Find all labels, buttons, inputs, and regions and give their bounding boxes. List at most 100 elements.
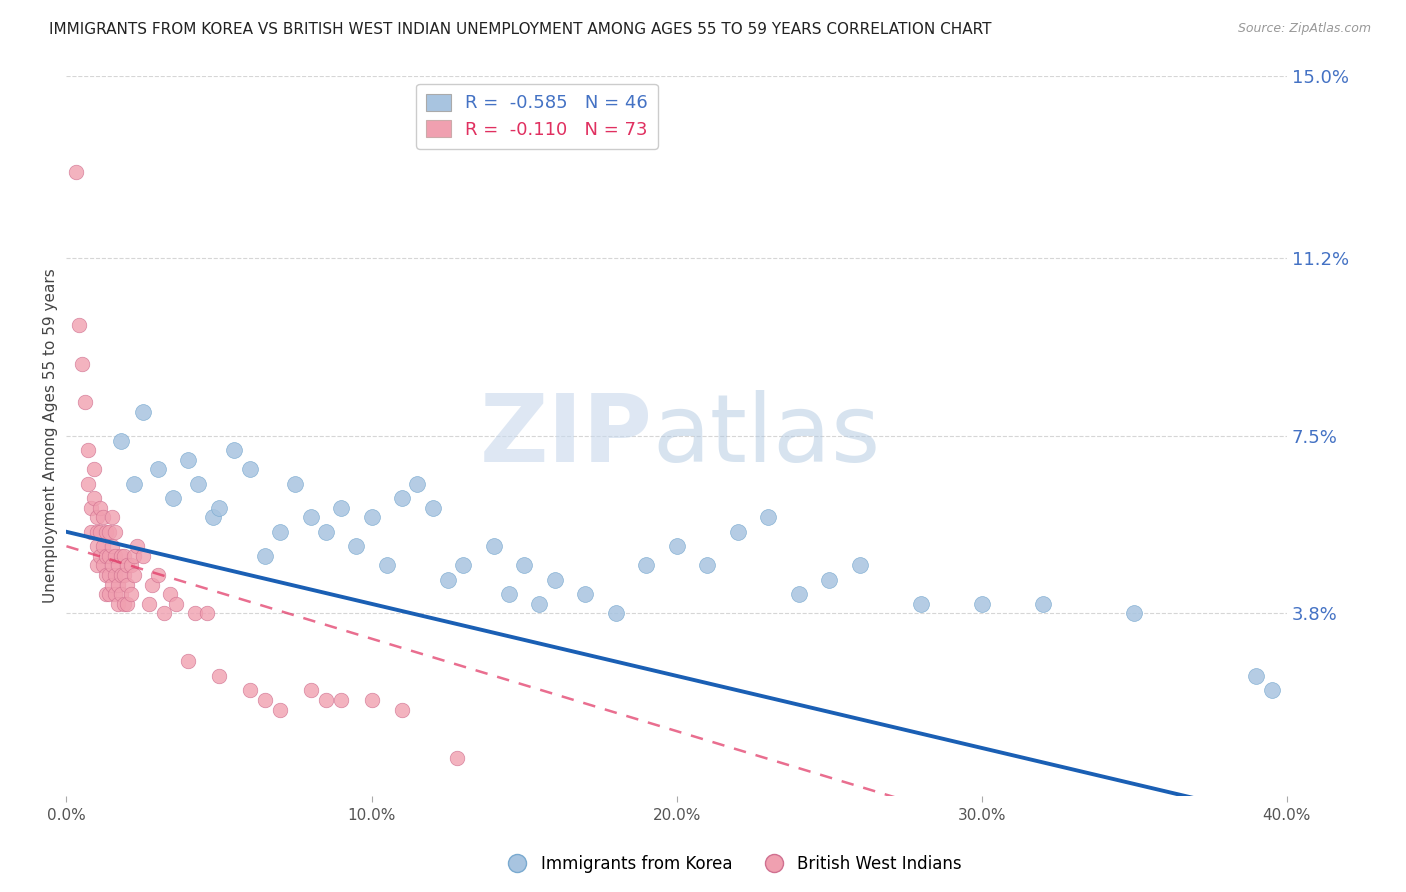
Point <box>120 558 142 573</box>
Point <box>238 683 260 698</box>
Point <box>110 568 132 582</box>
Point <box>446 750 468 764</box>
Point <box>101 558 124 573</box>
Point <box>141 577 163 591</box>
Point <box>498 587 520 601</box>
Point <box>696 558 718 573</box>
Point <box>375 558 398 573</box>
Point <box>83 462 105 476</box>
Point <box>344 539 367 553</box>
Point <box>848 558 870 573</box>
Point <box>94 524 117 539</box>
Point <box>253 693 276 707</box>
Point <box>165 597 187 611</box>
Point <box>208 500 231 515</box>
Point <box>132 405 155 419</box>
Point <box>605 607 627 621</box>
Point <box>146 568 169 582</box>
Point <box>138 597 160 611</box>
Point <box>513 558 536 573</box>
Point <box>89 549 111 563</box>
Point <box>315 524 337 539</box>
Point <box>437 573 460 587</box>
Legend: R =  -0.585   N = 46, R =  -0.110   N = 73: R = -0.585 N = 46, R = -0.110 N = 73 <box>416 84 658 149</box>
Point <box>665 539 688 553</box>
Point <box>360 693 382 707</box>
Point <box>330 500 353 515</box>
Point <box>117 558 139 573</box>
Point <box>110 549 132 563</box>
Point <box>110 587 132 601</box>
Legend: Immigrants from Korea, British West Indians: Immigrants from Korea, British West Indi… <box>494 848 969 880</box>
Point <box>110 434 132 448</box>
Point <box>360 510 382 524</box>
Text: Source: ZipAtlas.com: Source: ZipAtlas.com <box>1237 22 1371 36</box>
Point <box>1123 607 1146 621</box>
Point <box>122 476 145 491</box>
Point <box>122 568 145 582</box>
Point <box>107 558 129 573</box>
Point <box>253 549 276 563</box>
Point <box>1246 669 1268 683</box>
Point <box>756 510 779 524</box>
Point <box>89 500 111 515</box>
Point <box>208 669 231 683</box>
Point <box>269 702 291 716</box>
Point <box>98 587 121 601</box>
Point <box>76 443 98 458</box>
Point <box>86 558 108 573</box>
Point <box>159 587 181 601</box>
Point <box>183 607 205 621</box>
Point <box>104 524 127 539</box>
Point <box>284 476 307 491</box>
Point <box>195 607 218 621</box>
Point <box>80 500 103 515</box>
Point <box>67 318 90 333</box>
Point <box>125 539 148 553</box>
Point <box>117 597 139 611</box>
Point <box>132 549 155 563</box>
Point <box>636 558 658 573</box>
Point <box>120 587 142 601</box>
Point <box>112 549 135 563</box>
Point <box>315 693 337 707</box>
Point <box>112 568 135 582</box>
Text: atlas: atlas <box>652 390 880 482</box>
Point <box>91 510 114 524</box>
Point <box>818 573 841 587</box>
Point <box>201 510 224 524</box>
Point <box>89 524 111 539</box>
Text: IMMIGRANTS FROM KOREA VS BRITISH WEST INDIAN UNEMPLOYMENT AMONG AGES 55 TO 59 YE: IMMIGRANTS FROM KOREA VS BRITISH WEST IN… <box>49 22 991 37</box>
Point <box>98 549 121 563</box>
Point <box>162 491 184 506</box>
Point <box>73 395 96 409</box>
Point <box>112 597 135 611</box>
Point <box>91 539 114 553</box>
Point <box>104 587 127 601</box>
Point <box>104 549 127 563</box>
Point <box>70 357 93 371</box>
Point <box>107 577 129 591</box>
Point <box>543 573 565 587</box>
Point <box>574 587 596 601</box>
Y-axis label: Unemployment Among Ages 55 to 59 years: Unemployment Among Ages 55 to 59 years <box>44 268 58 603</box>
Point <box>910 597 932 611</box>
Point <box>91 558 114 573</box>
Point <box>101 510 124 524</box>
Point <box>83 491 105 506</box>
Point <box>101 539 124 553</box>
Text: ZIP: ZIP <box>479 390 652 482</box>
Point <box>86 524 108 539</box>
Point <box>451 558 474 573</box>
Point <box>238 462 260 476</box>
Point <box>529 597 551 611</box>
Point <box>330 693 353 707</box>
Point <box>422 500 444 515</box>
Point <box>146 462 169 476</box>
Point <box>970 597 993 611</box>
Point <box>269 524 291 539</box>
Point <box>1260 683 1282 698</box>
Point <box>391 491 413 506</box>
Point <box>94 549 117 563</box>
Point <box>787 587 810 601</box>
